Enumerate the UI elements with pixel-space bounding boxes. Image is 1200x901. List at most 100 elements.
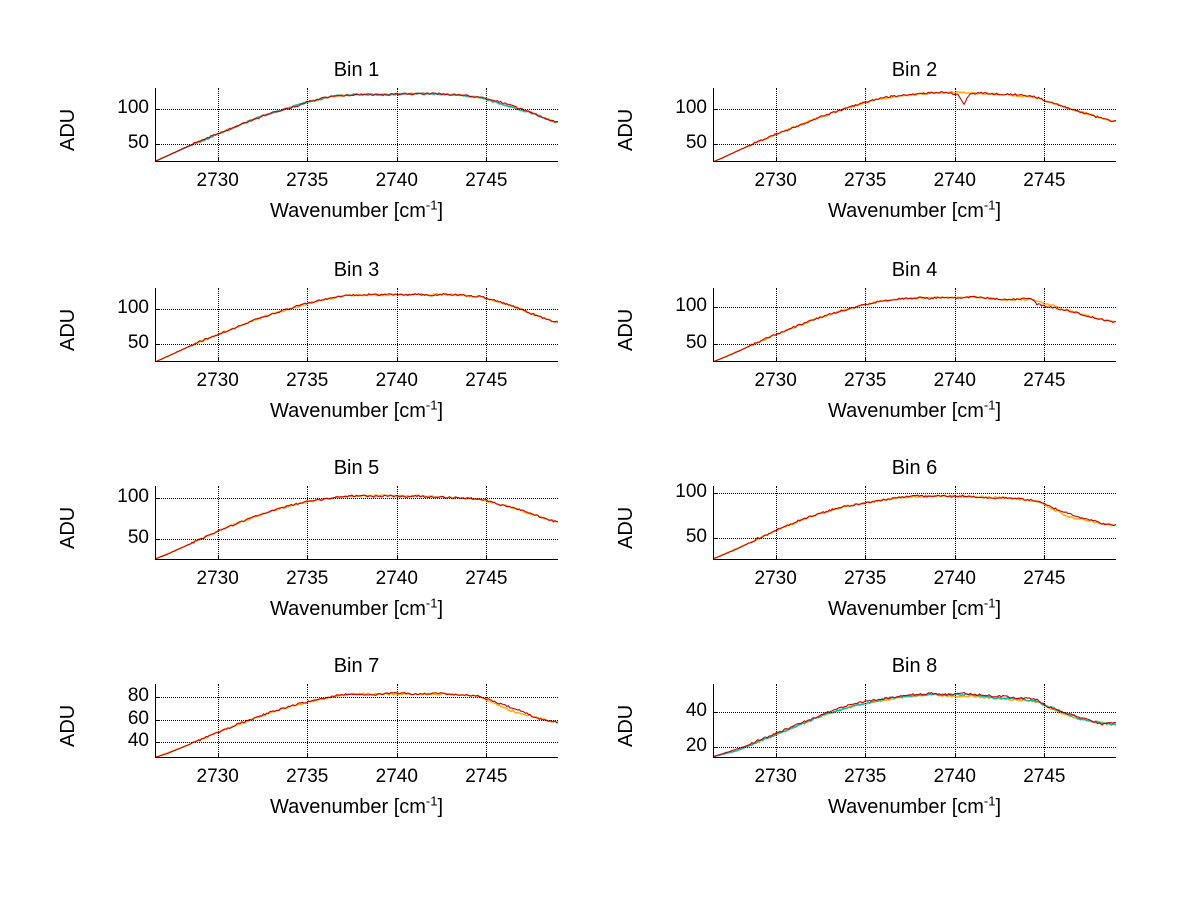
gridline-horizontal bbox=[155, 697, 558, 699]
y-tick-mark bbox=[713, 109, 718, 111]
series-spectrum-red bbox=[155, 92, 558, 162]
series-spectrum-red bbox=[155, 292, 558, 362]
x-axis-label-bracket: ] bbox=[437, 400, 444, 422]
gridline-vertical bbox=[954, 684, 956, 758]
gridline-vertical bbox=[486, 486, 488, 560]
x-tick-mark bbox=[954, 555, 956, 560]
gridline-horizontal bbox=[713, 306, 1116, 308]
gridline-vertical bbox=[954, 88, 956, 162]
axes-1 bbox=[155, 88, 558, 162]
x-tick-mark bbox=[954, 157, 956, 162]
x-tick-mark bbox=[486, 555, 488, 560]
y-tick-mark bbox=[713, 306, 718, 308]
axes-5 bbox=[155, 486, 558, 560]
plot-area bbox=[713, 486, 1116, 560]
x-axis-label-exponent: -1 bbox=[425, 793, 438, 809]
y-tick-mark bbox=[155, 742, 160, 744]
x-axis-line bbox=[713, 161, 1116, 162]
x-axis-label-exponent: -1 bbox=[983, 595, 996, 611]
axes-3 bbox=[155, 288, 558, 362]
x-tick-mark bbox=[396, 357, 398, 362]
x-tick-mark bbox=[396, 753, 398, 758]
gridline-vertical bbox=[954, 486, 956, 560]
axes-7 bbox=[155, 684, 558, 758]
gridline-vertical bbox=[307, 486, 309, 560]
x-tick-mark bbox=[1044, 357, 1046, 362]
spectrum-curves bbox=[155, 292, 558, 362]
x-axis-label-text: Wavenumber [cm bbox=[827, 598, 984, 620]
x-axis-label-bracket: ] bbox=[995, 400, 1002, 422]
gridline-vertical bbox=[486, 684, 488, 758]
x-tick-label: 2735 bbox=[286, 766, 329, 787]
gridline-horizontal bbox=[713, 712, 1116, 714]
x-tick-label: 2735 bbox=[844, 370, 887, 391]
subplot-panel-3: Bin 3 2730 2735 2740 2745 50 100 ADU Wavenumber … bbox=[55, 258, 598, 442]
y-tick-label: 50 bbox=[127, 332, 149, 354]
x-axis-line bbox=[713, 361, 1116, 362]
y-tick-mark bbox=[713, 537, 718, 539]
spectrum-curves bbox=[713, 91, 1116, 162]
x-tick-label: 2735 bbox=[844, 568, 887, 589]
x-axis-label-exponent: -1 bbox=[983, 793, 996, 809]
x-axis-label-text: Wavenumber [cm bbox=[269, 400, 426, 422]
x-tick-label: 2740 bbox=[375, 370, 418, 391]
y-axis-line bbox=[155, 486, 156, 560]
x-axis-line bbox=[155, 161, 558, 162]
y-tick-mark bbox=[155, 719, 160, 721]
y-axis-line bbox=[713, 684, 714, 758]
x-tick-label: 2745 bbox=[465, 170, 508, 191]
x-tick-mark bbox=[217, 357, 219, 362]
subplot-title-6: Bin 6 bbox=[891, 457, 938, 479]
y-tick-label: 40 bbox=[685, 700, 707, 722]
gridline-horizontal bbox=[713, 747, 1116, 749]
gridline-vertical bbox=[307, 288, 309, 362]
series-spectrum-red bbox=[713, 91, 1116, 162]
subplot-panel-7: Bin 7 2730 2735 2740 2745 40 60 80 ADU Wavenumber… bbox=[55, 654, 598, 838]
x-axis-label: Wavenumber [cm-1] bbox=[713, 793, 1116, 819]
x-axis-label-text: Wavenumber [cm bbox=[827, 400, 984, 422]
x-tick-label: 2745 bbox=[1023, 568, 1066, 589]
plot-area bbox=[155, 486, 558, 560]
gridline-horizontal bbox=[713, 343, 1116, 345]
x-axis-label-exponent: -1 bbox=[983, 397, 996, 413]
gridline-vertical bbox=[1044, 684, 1046, 758]
x-tick-mark bbox=[486, 753, 488, 758]
y-tick-label: 100 bbox=[675, 97, 707, 119]
gridline-vertical bbox=[307, 88, 309, 162]
y-tick-label: 80 bbox=[127, 685, 149, 707]
x-axis-label-exponent: -1 bbox=[425, 197, 438, 213]
x-axis-label: Wavenumber [cm-1] bbox=[155, 596, 558, 621]
x-axis-label-text: Wavenumber [cm bbox=[269, 200, 426, 222]
x-axis-label: Wavenumber [cm-1] bbox=[155, 793, 558, 819]
gridline-vertical bbox=[396, 288, 398, 362]
x-tick-mark bbox=[486, 357, 488, 362]
y-axis-line bbox=[155, 684, 156, 758]
gridline-vertical bbox=[775, 88, 777, 162]
x-tick-mark bbox=[865, 753, 867, 758]
x-tick-mark bbox=[865, 157, 867, 162]
subplot-title-4: Bin 4 bbox=[891, 259, 938, 281]
x-axis-line bbox=[713, 757, 1116, 758]
axes-8 bbox=[713, 684, 1116, 758]
x-tick-label: 2745 bbox=[1023, 370, 1066, 391]
subplot-panel-4: Bin 4 2730 2735 2740 2745 50 100 ADU Wavenumber … bbox=[613, 258, 1156, 442]
y-tick-label: 100 bbox=[117, 486, 149, 508]
y-tick-label: 50 bbox=[127, 132, 149, 154]
gridline-horizontal bbox=[713, 493, 1116, 495]
y-axis-label: ADU bbox=[615, 704, 637, 747]
gridline-horizontal bbox=[155, 344, 558, 346]
spectrum-curves bbox=[155, 494, 558, 560]
gridline-horizontal bbox=[155, 539, 558, 541]
x-tick-mark bbox=[307, 555, 309, 560]
subplot-title-1: Bin 1 bbox=[333, 59, 380, 81]
axes-6 bbox=[713, 486, 1116, 560]
gridline-vertical bbox=[217, 486, 219, 560]
x-axis-line bbox=[713, 559, 1116, 560]
subplot-panel-6: Bin 6 2730 2735 2740 2745 50 100 ADU Wavenumber … bbox=[613, 456, 1156, 640]
plot-area bbox=[713, 88, 1116, 162]
x-tick-mark bbox=[1044, 753, 1046, 758]
subplot-panel-8: Bin 8 2730 2735 2740 2745 20 40 ADU Wavenumber [… bbox=[613, 654, 1156, 838]
x-tick-mark bbox=[1044, 157, 1046, 162]
x-tick-mark bbox=[307, 753, 309, 758]
axes-2 bbox=[713, 88, 1116, 162]
